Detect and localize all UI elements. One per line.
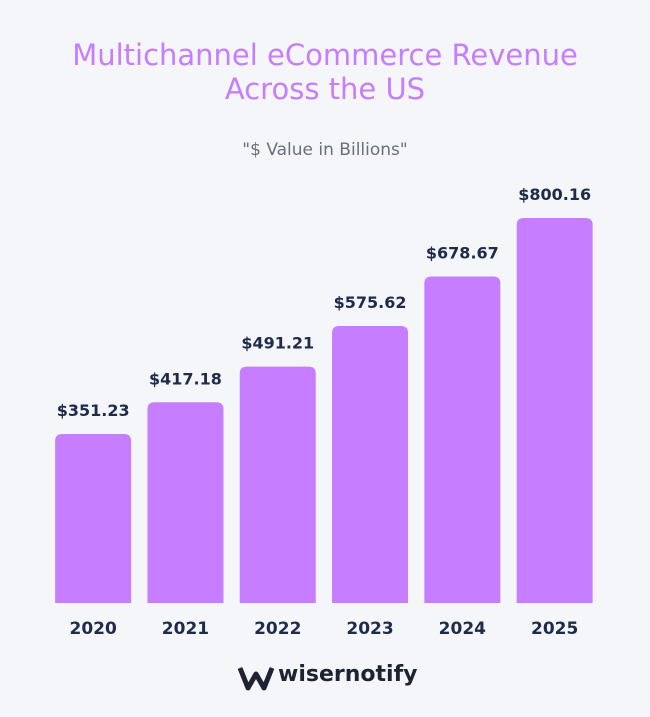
brand-logo [237, 667, 275, 691]
x-tick-label: 2023 [346, 619, 393, 639]
bar [516, 218, 593, 603]
value-label: $678.67 [426, 243, 499, 262]
bar [239, 366, 316, 603]
bar [332, 326, 409, 603]
value-label: $575.62 [334, 293, 407, 312]
value-label: $351.23 [57, 401, 130, 420]
brand-name: wisernotify [278, 662, 418, 687]
x-tick-label: 2020 [69, 619, 116, 639]
value-label: $417.18 [149, 369, 222, 388]
value-label: $800.16 [518, 185, 591, 204]
chart-title: Multichannel eCommerce Revenue Across th… [72, 38, 578, 106]
chart-subtitle: "$ Value in Billions" [242, 140, 408, 160]
bar [424, 276, 501, 603]
bar [55, 434, 132, 603]
x-tick-label: 2025 [531, 619, 578, 639]
bar [147, 402, 224, 603]
x-tick-label: 2022 [254, 619, 301, 639]
x-tick-label: 2021 [162, 619, 209, 639]
x-tick-label: 2024 [439, 619, 486, 639]
value-label: $491.21 [241, 334, 314, 353]
